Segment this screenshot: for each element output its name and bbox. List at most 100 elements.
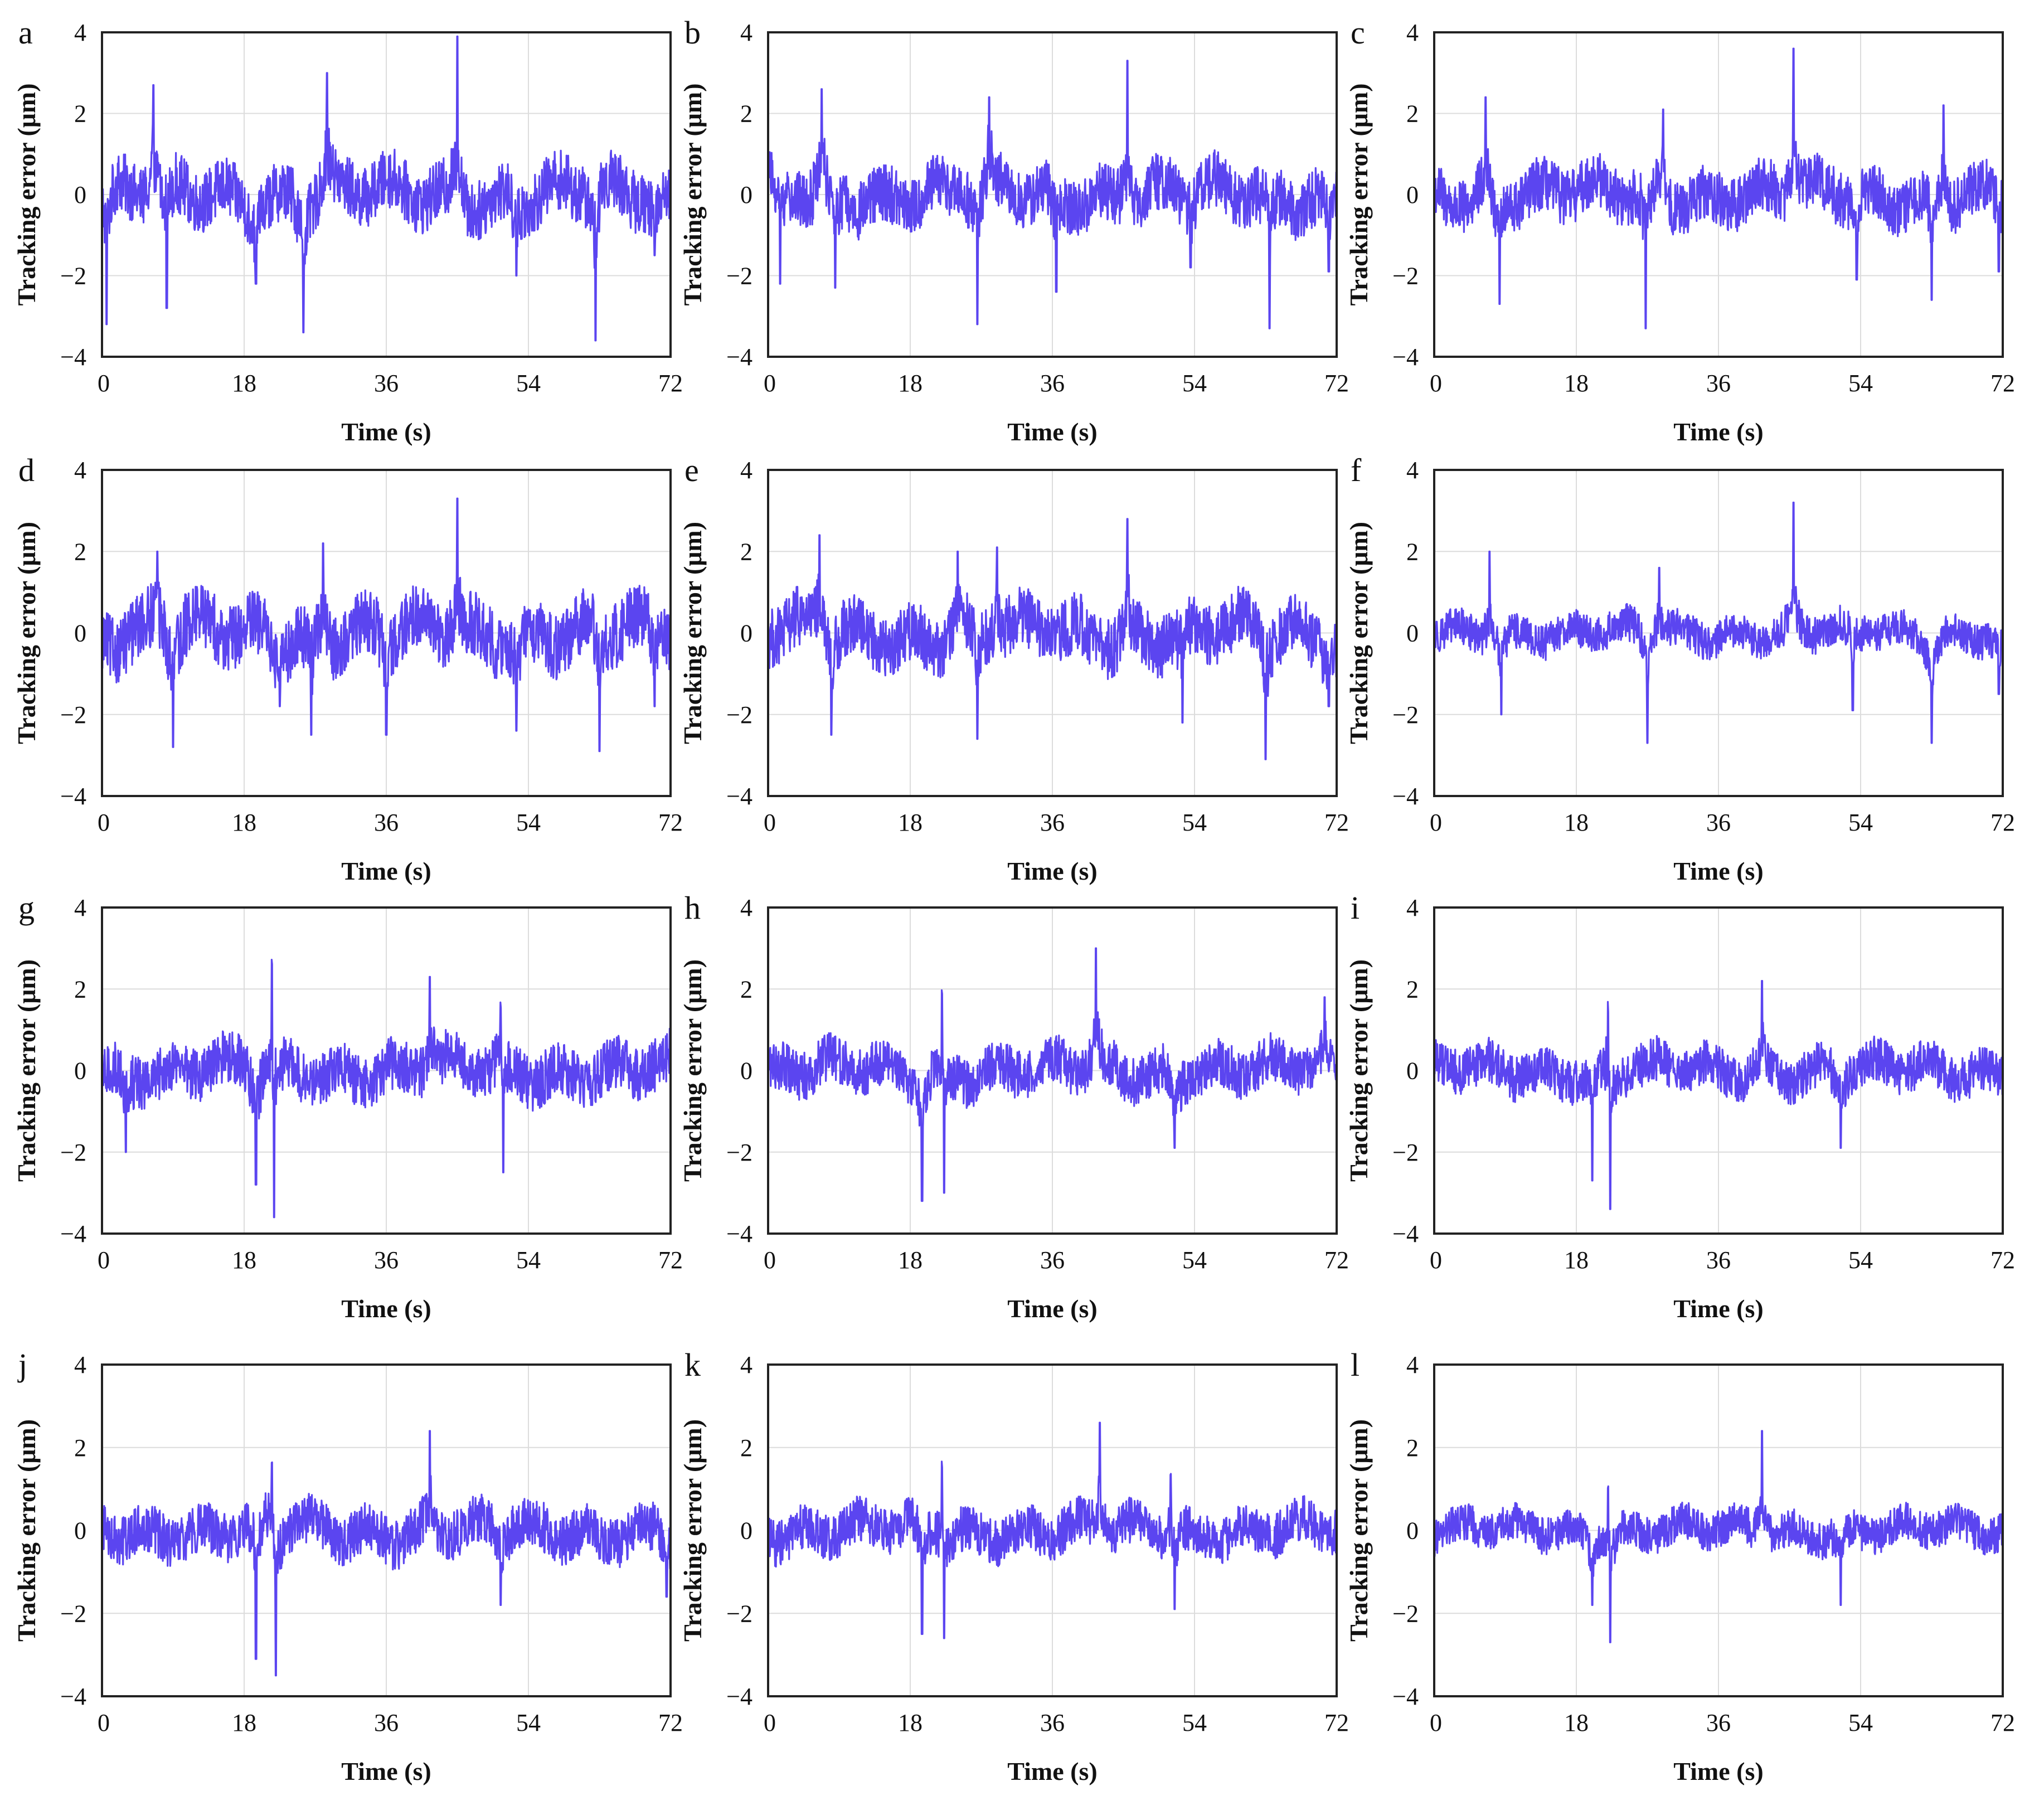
y-tick-label: −4 — [1392, 343, 1419, 371]
x-tick-label: 72 — [1324, 1709, 1349, 1736]
x-tick-label: 72 — [658, 809, 683, 836]
y-tick-label: 0 — [74, 1057, 86, 1085]
x-axis-title: Time (s) — [1673, 418, 1763, 446]
panel-label: c — [1351, 14, 1365, 51]
x-tick-label: 0 — [764, 370, 776, 397]
y-tick-label: 4 — [74, 894, 86, 921]
plot-area-i — [1433, 906, 2004, 1235]
y-tick-label: −4 — [726, 783, 752, 810]
y-axis-title: Tracking error (μm) — [12, 522, 41, 744]
x-tick-label: 36 — [1040, 1246, 1065, 1274]
x-tick-label: 36 — [1706, 1709, 1731, 1736]
y-tick-label: 4 — [1406, 457, 1419, 484]
series-line-g — [101, 958, 672, 1219]
y-axis-title: Tracking error (μm) — [1344, 522, 1373, 744]
y-tick-label: −4 — [726, 1683, 752, 1710]
chart-panel-b: −4 −2 0 2 4 0 18 36 54 72 Time (s) Tracking error (… — [678, 14, 1349, 446]
x-tick-label: 54 — [1848, 370, 1873, 397]
x-tick-label: 36 — [1706, 1246, 1731, 1274]
y-tick-label: 2 — [74, 976, 86, 1003]
y-tick-label: 2 — [740, 1434, 752, 1462]
plot-area-b — [767, 31, 1338, 358]
x-tick-label: 54 — [516, 370, 541, 397]
y-tick-label: 2 — [1406, 976, 1419, 1003]
chart-panel-f: −4 −2 0 2 4 0 18 36 54 72 Time (s) Tracking error (… — [1344, 452, 2015, 885]
panel-label: i — [1351, 890, 1360, 926]
x-tick-label: 18 — [1564, 1709, 1589, 1736]
x-axis-title: Time (s) — [1007, 418, 1097, 446]
x-tick-label: 36 — [1706, 370, 1731, 397]
y-axis-title: Tracking error (μm) — [12, 1419, 41, 1642]
series-line-d — [101, 497, 672, 753]
y-tick-label: −4 — [60, 343, 86, 371]
y-tick-label: 0 — [74, 1517, 86, 1545]
series-line-h — [767, 947, 1337, 1202]
x-tick-label: 54 — [1848, 1709, 1873, 1736]
y-tick-label: 0 — [740, 620, 752, 647]
y-tick-label: −4 — [1392, 1683, 1419, 1710]
y-tick-label: 2 — [1406, 1434, 1419, 1462]
x-axis-title: Time (s) — [341, 1757, 431, 1785]
y-tick-label: −4 — [60, 1220, 86, 1248]
x-tick-label: 18 — [232, 1709, 256, 1736]
y-tick-label: 4 — [740, 457, 752, 484]
y-tick-label: 2 — [740, 976, 752, 1003]
y-axis-title: Tracking error (μm) — [12, 959, 41, 1182]
y-tick-label: 0 — [1406, 1057, 1419, 1085]
y-axis-title: Tracking error (μm) — [1344, 83, 1373, 305]
y-tick-label: −4 — [1392, 783, 1419, 810]
x-axis-title: Time (s) — [1007, 1294, 1097, 1323]
y-tick-label: 0 — [1406, 1517, 1419, 1545]
y-tick-label: 4 — [1406, 1351, 1419, 1379]
y-tick-label: −2 — [1392, 701, 1419, 729]
x-tick-label: 72 — [1324, 370, 1349, 397]
y-tick-label: 2 — [74, 100, 86, 128]
chart-panel-e: −4 −2 0 2 4 0 18 36 54 72 Time (s) Tracking error (… — [678, 452, 1349, 885]
y-tick-label: −2 — [1392, 263, 1419, 290]
x-axis-title: Time (s) — [341, 418, 431, 446]
x-tick-label: 36 — [374, 370, 399, 397]
panel-label: j — [17, 1347, 27, 1383]
chart-panel-c: −4 −2 0 2 4 0 18 36 54 72 Time (s) Tracking error (… — [1344, 14, 2015, 446]
x-tick-label: 0 — [98, 1709, 110, 1736]
x-tick-label: 72 — [658, 1246, 683, 1274]
x-axis-title: Time (s) — [341, 857, 431, 885]
y-tick-label: 2 — [74, 538, 86, 565]
x-tick-label: 0 — [98, 370, 110, 397]
plot-area-j — [101, 1363, 672, 1697]
x-axis-title: Time (s) — [1673, 1757, 1763, 1785]
y-tick-label: 2 — [74, 1434, 86, 1462]
x-tick-label: 18 — [1564, 370, 1589, 397]
panel-label: f — [1351, 452, 1362, 488]
panel-label: h — [684, 890, 701, 926]
x-tick-label: 18 — [898, 1709, 923, 1736]
y-tick-label: 4 — [74, 19, 86, 46]
x-tick-label: 18 — [898, 370, 923, 397]
y-tick-label: −4 — [726, 343, 752, 371]
x-tick-label: 0 — [764, 809, 776, 836]
panel-label: k — [684, 1347, 701, 1383]
panel-label: e — [684, 452, 699, 488]
x-tick-label: 36 — [374, 1709, 399, 1736]
x-tick-label: 18 — [1564, 1246, 1589, 1274]
chart-panel-a: −4 −2 0 2 4 0 18 36 54 72 Time (s) Tracking error (… — [12, 14, 683, 446]
x-tick-label: 36 — [374, 1246, 399, 1274]
y-tick-label: −2 — [726, 1600, 752, 1627]
y-tick-label: −2 — [726, 701, 752, 729]
y-axis-title: Tracking error (μm) — [1344, 959, 1373, 1182]
series-line-l — [1433, 1430, 2004, 1643]
x-tick-label: 18 — [232, 370, 256, 397]
x-tick-label: 18 — [1564, 809, 1589, 836]
x-tick-label: 54 — [1182, 1709, 1207, 1736]
y-tick-label: −4 — [60, 1683, 86, 1710]
series-line-f — [1433, 501, 2004, 744]
y-tick-label: 0 — [1406, 181, 1419, 208]
y-tick-label: 0 — [74, 620, 86, 647]
x-tick-label: 72 — [1990, 809, 2015, 836]
x-tick-label: 0 — [98, 1246, 110, 1274]
x-axis-title: Time (s) — [341, 1294, 431, 1323]
x-tick-label: 0 — [764, 1709, 776, 1736]
x-tick-label: 36 — [1040, 1709, 1065, 1736]
panel-label: g — [18, 890, 35, 926]
